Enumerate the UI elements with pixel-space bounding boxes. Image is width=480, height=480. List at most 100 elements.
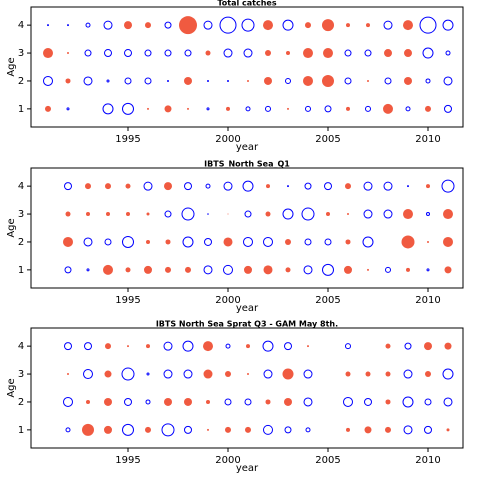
y-tick-label: 3	[18, 369, 24, 380]
bubble	[243, 236, 253, 247]
bubble	[184, 397, 192, 406]
bubble	[346, 427, 350, 432]
bubble	[161, 423, 175, 437]
bubble	[43, 48, 53, 59]
bubble	[182, 340, 194, 352]
bubble	[263, 369, 273, 379]
bubble	[226, 106, 230, 111]
bubble	[426, 184, 430, 189]
bubble	[404, 76, 412, 85]
bubble	[223, 237, 233, 247]
bubble	[45, 105, 51, 112]
bubble	[104, 425, 112, 434]
bubble	[367, 268, 369, 271]
bubble	[285, 238, 291, 245]
bubble	[444, 266, 452, 274]
bubble	[263, 20, 273, 31]
bubble	[187, 107, 189, 110]
bubble	[82, 423, 94, 436]
bubble	[345, 239, 351, 245]
x-tick-label: 2000	[215, 134, 240, 145]
bubble	[245, 426, 251, 433]
bubble	[163, 369, 173, 379]
bubble	[205, 50, 211, 56]
y-tick-label: 3	[18, 209, 24, 220]
bubble	[301, 207, 315, 221]
bubble	[282, 19, 294, 31]
bubble	[344, 265, 352, 274]
bubble	[124, 49, 132, 58]
bubble	[403, 20, 413, 31]
bubble	[424, 342, 432, 351]
bubble	[63, 396, 73, 407]
bubble	[385, 371, 391, 377]
bubble	[179, 16, 197, 35]
bubble	[385, 399, 391, 405]
bubble	[83, 237, 93, 247]
chart-title: IBTS_North Sea_Q1	[204, 160, 290, 169]
bubble	[304, 238, 312, 246]
bubble	[165, 266, 171, 273]
bubble	[223, 181, 233, 191]
y-tick-label: 4	[18, 341, 24, 352]
bubble	[385, 266, 391, 273]
bubble	[124, 21, 132, 30]
bubble	[426, 268, 430, 272]
bubble	[83, 369, 93, 380]
bubble	[65, 427, 71, 433]
bubble	[164, 49, 172, 57]
bubble	[262, 340, 274, 352]
bubble	[444, 104, 452, 113]
bubble	[146, 372, 150, 376]
bubble	[227, 213, 229, 215]
bubble	[384, 77, 392, 85]
bubble	[303, 48, 313, 59]
bubble	[225, 426, 231, 433]
bubble	[346, 106, 350, 111]
bubble	[419, 16, 437, 34]
bubble	[223, 264, 233, 275]
x-axis-label: year	[236, 303, 259, 314]
bubble	[104, 397, 112, 406]
bubble	[244, 265, 252, 274]
bubble	[406, 267, 410, 272]
bubble	[64, 266, 72, 274]
bubble	[144, 49, 152, 57]
bubble	[86, 399, 90, 404]
y-tick-label: 1	[18, 265, 24, 276]
y-tick-label: 2	[18, 237, 24, 248]
x-tick-label: 2010	[415, 455, 440, 466]
bubble	[403, 369, 413, 379]
bubble	[103, 20, 113, 30]
bubble	[184, 425, 192, 434]
bubble	[324, 105, 332, 113]
bubble	[443, 209, 453, 220]
bubble	[125, 267, 131, 273]
bubble	[265, 399, 271, 405]
x-tick-label: 2005	[315, 134, 340, 145]
bubble	[164, 182, 172, 191]
bubble	[426, 212, 430, 217]
bubble	[303, 397, 313, 407]
bubble	[205, 183, 211, 189]
bubble	[441, 179, 455, 193]
bubble	[265, 211, 271, 217]
bubble	[444, 342, 452, 350]
bubble	[401, 235, 415, 249]
bubble	[364, 49, 372, 57]
bubble	[164, 210, 172, 218]
bubble	[223, 48, 233, 58]
bubble	[345, 371, 351, 377]
bubble	[122, 423, 134, 436]
bubble	[207, 213, 209, 215]
x-tick-label: 2010	[415, 134, 440, 145]
bubble	[64, 182, 72, 191]
bubble	[305, 22, 311, 29]
bubble	[84, 49, 92, 57]
bubble	[203, 20, 213, 30]
x-tick-label: 2010	[415, 295, 440, 306]
bubble	[125, 183, 131, 189]
plot-frame	[30, 6, 464, 128]
bubble	[425, 78, 431, 84]
bubble	[287, 185, 289, 188]
